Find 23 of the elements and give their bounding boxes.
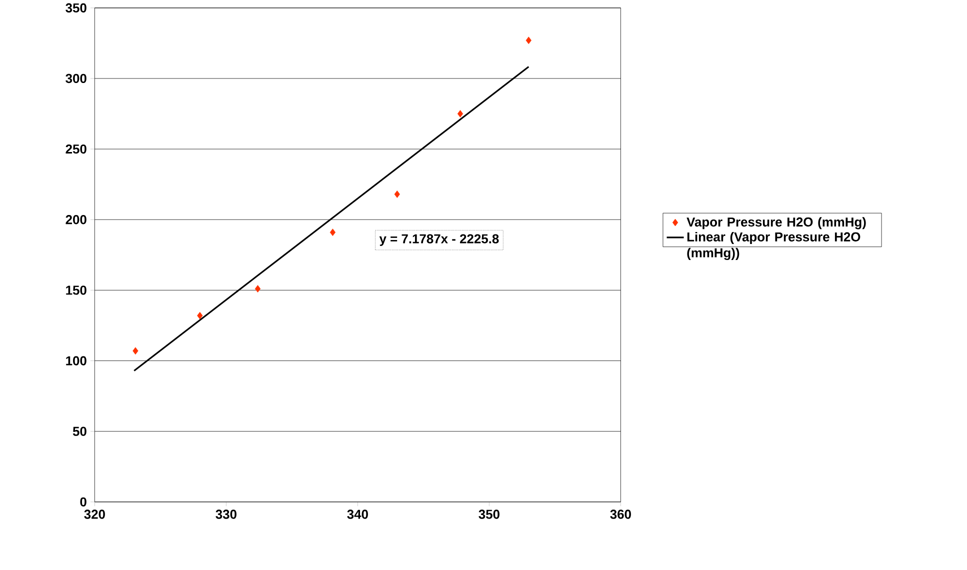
point	[197, 312, 203, 320]
point	[132, 347, 138, 355]
x-tick-label: 350	[478, 510, 500, 520]
point	[254, 285, 261, 293]
y-tick-label: 300	[66, 74, 86, 84]
y-tick-label: 50	[72, 426, 86, 436]
point	[394, 190, 400, 198]
x-tick-label: 340	[347, 510, 368, 520]
y-tick-label: 150	[66, 286, 86, 295]
y-tick-label: 200	[66, 215, 86, 224]
x-tick-label: 360	[610, 510, 631, 520]
legend-label: Linear (Vapor Pressure H2O (mmHg))	[687, 232, 860, 260]
point	[526, 36, 532, 44]
y-tick-label: 250	[66, 144, 86, 154]
y-tick-label: 350	[66, 3, 86, 13]
annotation: y = 7.1787x - 2225.8	[379, 234, 499, 246]
y-tick-label: 0	[80, 497, 86, 507]
x-tick-label: 330	[216, 510, 236, 520]
point	[330, 228, 336, 236]
y-tick-label: 100	[66, 356, 86, 366]
point	[457, 110, 464, 118]
x-tick-label: 320	[84, 510, 105, 520]
legend-label: Vapor Pressure H2O (mmHg)	[686, 217, 866, 230]
